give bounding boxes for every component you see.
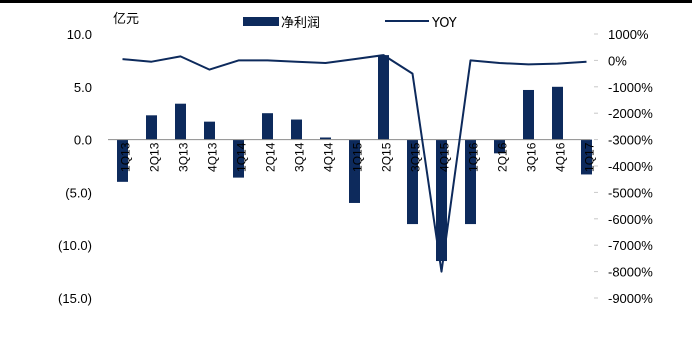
left-axis-tick-label: (5.0) [65,185,92,200]
category-label: 2Q13 [148,142,162,172]
bar-net-profit [378,55,389,140]
bar-net-profit [117,139,128,182]
right-axis-tick-label: -5000% [608,185,653,200]
category-label: 3Q16 [525,142,539,172]
legend-swatch-bar [243,17,279,26]
bar-net-profit [436,139,447,262]
right-axis: 1000% 0% -1000% -2000% -3000% -4000% -5000% -60… [594,27,653,306]
left-axis-tick-label: 5.0 [74,80,92,95]
right-axis-tick-label: -9000% [608,291,653,306]
category-labels: 1Q13 2Q13 3Q13 4Q13 1Q14 2Q14 3Q14 4Q14 1Q15 2Q15… [119,142,597,172]
bar-net-profit [146,115,157,140]
bar-net-profit [262,113,273,140]
right-axis-tick-label: -2000% [608,106,653,121]
category-label: 2Q16 [496,142,510,172]
category-label: 1Q14 [235,142,249,172]
left-axis-tick-label: (10.0) [58,238,92,253]
bar-series [117,55,592,262]
bar-net-profit [204,121,215,140]
bar-net-profit [349,139,360,203]
right-axis-tick-label: -3000% [608,133,653,148]
category-label: 2Q15 [380,142,394,172]
yoy-line [122,54,587,273]
category-label: 1Q13 [119,142,133,172]
bar-net-profit [581,139,592,175]
bar-net-profit [320,137,331,140]
legend: 净利润 YOY [243,16,457,31]
bar-net-profit [465,139,476,225]
right-axis-tick-label: -4000% [608,159,653,174]
bar-net-profit [494,139,505,154]
bar-net-profit [552,86,563,140]
category-label: 1Q16 [467,142,481,172]
category-label: 4Q15 [438,142,452,172]
bar-net-profit [291,119,302,140]
category-label: 1Q15 [351,142,365,172]
category-label: 4Q14 [322,142,336,172]
category-label: 4Q16 [554,142,568,172]
left-axis-tick-label: 10.0 [67,27,92,42]
category-label: 3Q14 [293,142,307,172]
category-label: 3Q15 [409,142,423,172]
right-axis-tick-label: -1000% [608,80,653,95]
legend-label-net-profit: 净利润 [281,16,320,31]
legend-label-yoy: YOY [431,16,457,31]
right-axis-tick-label: 1000% [608,27,649,42]
left-axis-unit: 亿元 [113,12,139,27]
left-axis-tick-label: (15.0) [58,291,92,306]
bar-net-profit [175,103,186,140]
category-label: 1Q17 [583,142,597,172]
right-axis-tick-label: -8000% [608,265,653,280]
yoy-line-series [122,54,587,273]
bar-net-profit [233,139,244,178]
right-axis-tick-label: -6000% [608,212,653,227]
top-border-line [0,0,692,3]
bar-net-profit [523,89,534,140]
right-axis-tick-label: 0% [608,53,627,68]
left-axis-tick-label: 0.0 [74,133,92,148]
category-label: 3Q13 [177,142,191,172]
right-axis-tick-label: -7000% [608,238,653,253]
category-label: 2Q14 [264,142,278,172]
left-axis: 10.0 5.0 0.0 (5.0) (10.0) (15.0) [58,27,92,306]
bar-net-profit [407,139,418,225]
category-label: 4Q13 [206,142,220,172]
